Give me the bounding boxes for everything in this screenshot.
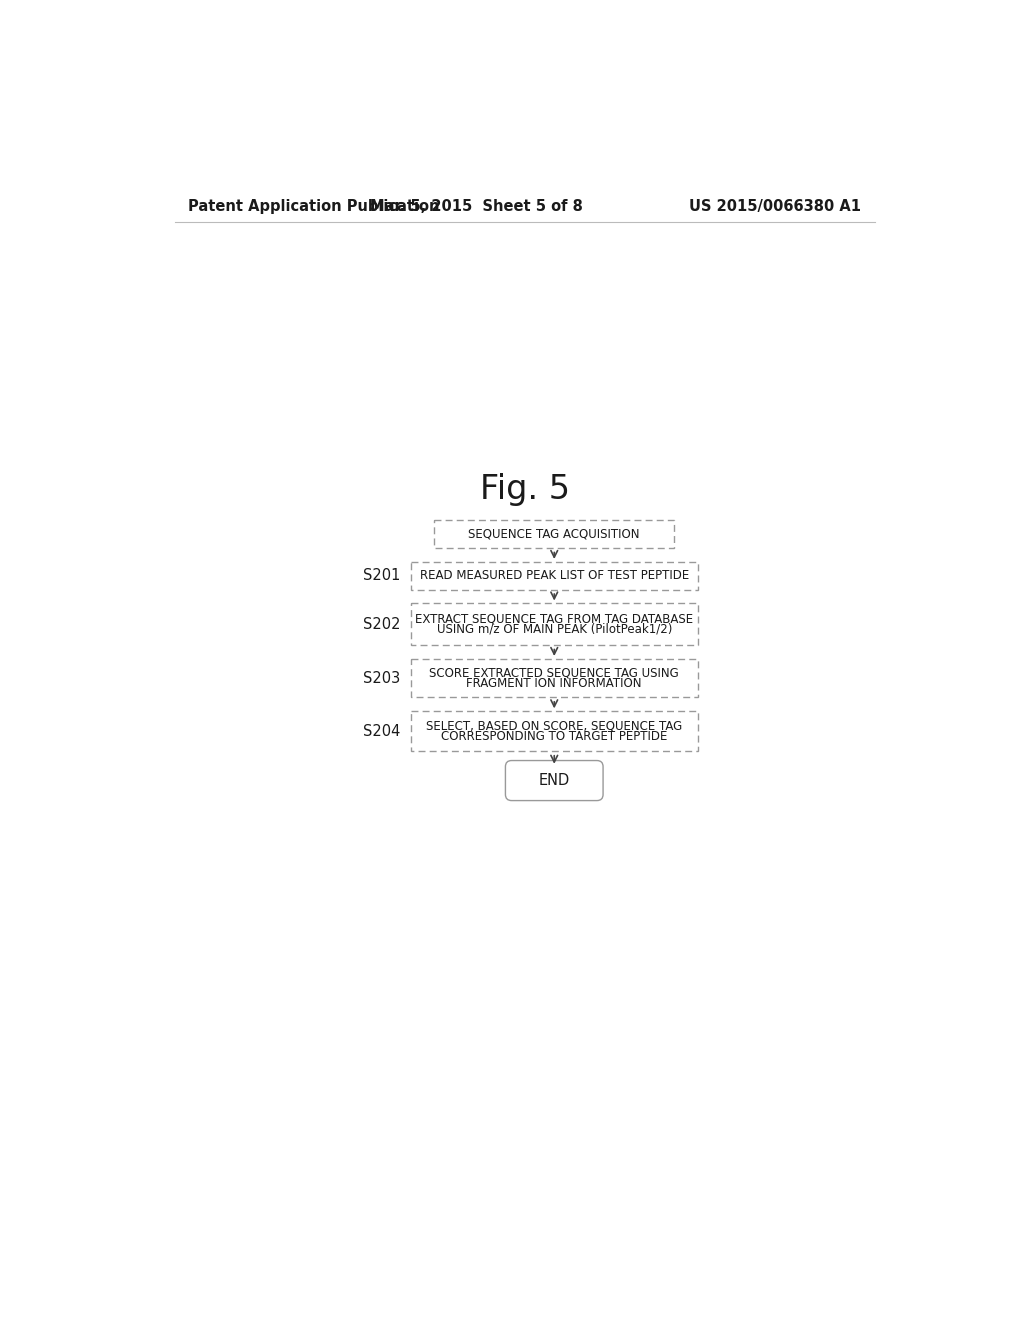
Text: END: END <box>539 774 570 788</box>
Text: S203: S203 <box>362 671 400 685</box>
FancyBboxPatch shape <box>506 760 603 800</box>
Text: READ MEASURED PEAK LIST OF TEST PEPTIDE: READ MEASURED PEAK LIST OF TEST PEPTIDE <box>420 569 689 582</box>
Text: S204: S204 <box>362 723 400 739</box>
FancyBboxPatch shape <box>411 603 697 645</box>
Text: EXTRACT SEQUENCE TAG FROM TAG DATABASE: EXTRACT SEQUENCE TAG FROM TAG DATABASE <box>415 612 693 626</box>
FancyBboxPatch shape <box>411 711 697 751</box>
Text: S202: S202 <box>362 616 400 632</box>
Text: SCORE EXTRACTED SEQUENCE TAG USING: SCORE EXTRACTED SEQUENCE TAG USING <box>429 667 679 680</box>
Text: SEQUENCE TAG ACQUISITION: SEQUENCE TAG ACQUISITION <box>469 528 640 541</box>
Text: Fig. 5: Fig. 5 <box>480 473 569 506</box>
FancyBboxPatch shape <box>434 520 675 548</box>
FancyBboxPatch shape <box>411 659 697 697</box>
Text: CORRESPONDING TO TARGET PEPTIDE: CORRESPONDING TO TARGET PEPTIDE <box>441 730 668 743</box>
Text: Mar. 5, 2015  Sheet 5 of 8: Mar. 5, 2015 Sheet 5 of 8 <box>371 198 584 214</box>
Text: Patent Application Publication: Patent Application Publication <box>188 198 440 214</box>
FancyBboxPatch shape <box>411 562 697 590</box>
Text: US 2015/0066380 A1: US 2015/0066380 A1 <box>689 198 861 214</box>
Text: USING m/z OF MAIN PEAK (PilotPeak1/2): USING m/z OF MAIN PEAK (PilotPeak1/2) <box>436 623 672 636</box>
Text: FRAGMENT ION INFORMATION: FRAGMENT ION INFORMATION <box>467 677 642 689</box>
Text: S201: S201 <box>362 568 400 583</box>
Text: SELECT, BASED ON SCORE, SEQUENCE TAG: SELECT, BASED ON SCORE, SEQUENCE TAG <box>426 719 682 733</box>
